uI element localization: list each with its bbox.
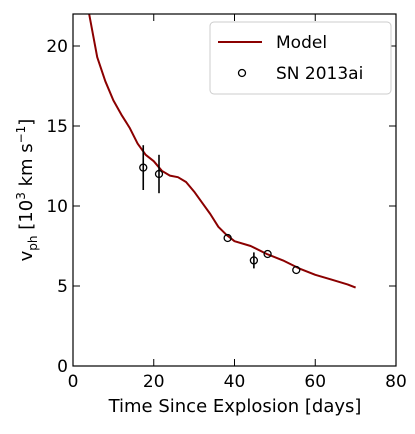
x-axis-label: Time Since Explosion [days] [108,396,362,417]
y-tick-label: 5 [57,277,68,297]
data-point [223,233,232,243]
x-tick-label: 20 [143,372,165,392]
y-tick-label: 20 [46,37,68,57]
x-tick-label: 80 [385,372,407,392]
y-tick-label: 10 [46,197,68,217]
data-point [139,163,148,172]
y-tick-label: 15 [46,117,68,137]
model-line [88,13,356,289]
legend-observed-label: SN 2013ai [276,64,363,84]
data-point [249,256,259,265]
data-point [292,265,301,275]
axis-ticks: 0 20 40 60 80 0 5 10 15 20 [46,14,407,392]
data-point [154,169,164,179]
y-tick-label: 0 [57,357,68,377]
y-axis-label: vph [103 km s−1] [14,119,40,262]
x-tick-label: 40 [224,372,246,392]
x-tick-label: 60 [304,372,326,392]
legend-model-label: Model [276,33,327,53]
legend-observed-marker [237,68,247,78]
legend: Model SN 2013ai [209,21,392,95]
plot-marks [88,13,356,289]
data-point [263,249,272,259]
plot-frame [72,13,397,367]
legend-box [209,21,392,95]
x-tick-label: 0 [68,372,79,392]
